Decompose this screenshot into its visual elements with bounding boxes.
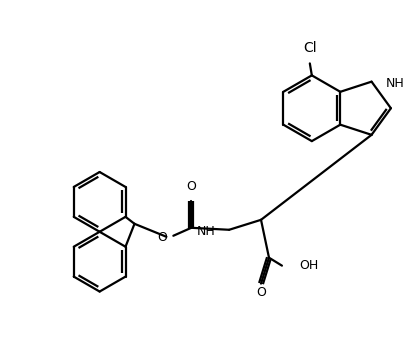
Text: O: O [186, 180, 196, 193]
Text: NH: NH [196, 225, 215, 238]
Text: Cl: Cl [303, 42, 317, 55]
Text: O: O [256, 286, 266, 299]
Text: NH: NH [386, 77, 404, 90]
Text: OH: OH [299, 259, 318, 272]
Text: O: O [157, 231, 167, 244]
